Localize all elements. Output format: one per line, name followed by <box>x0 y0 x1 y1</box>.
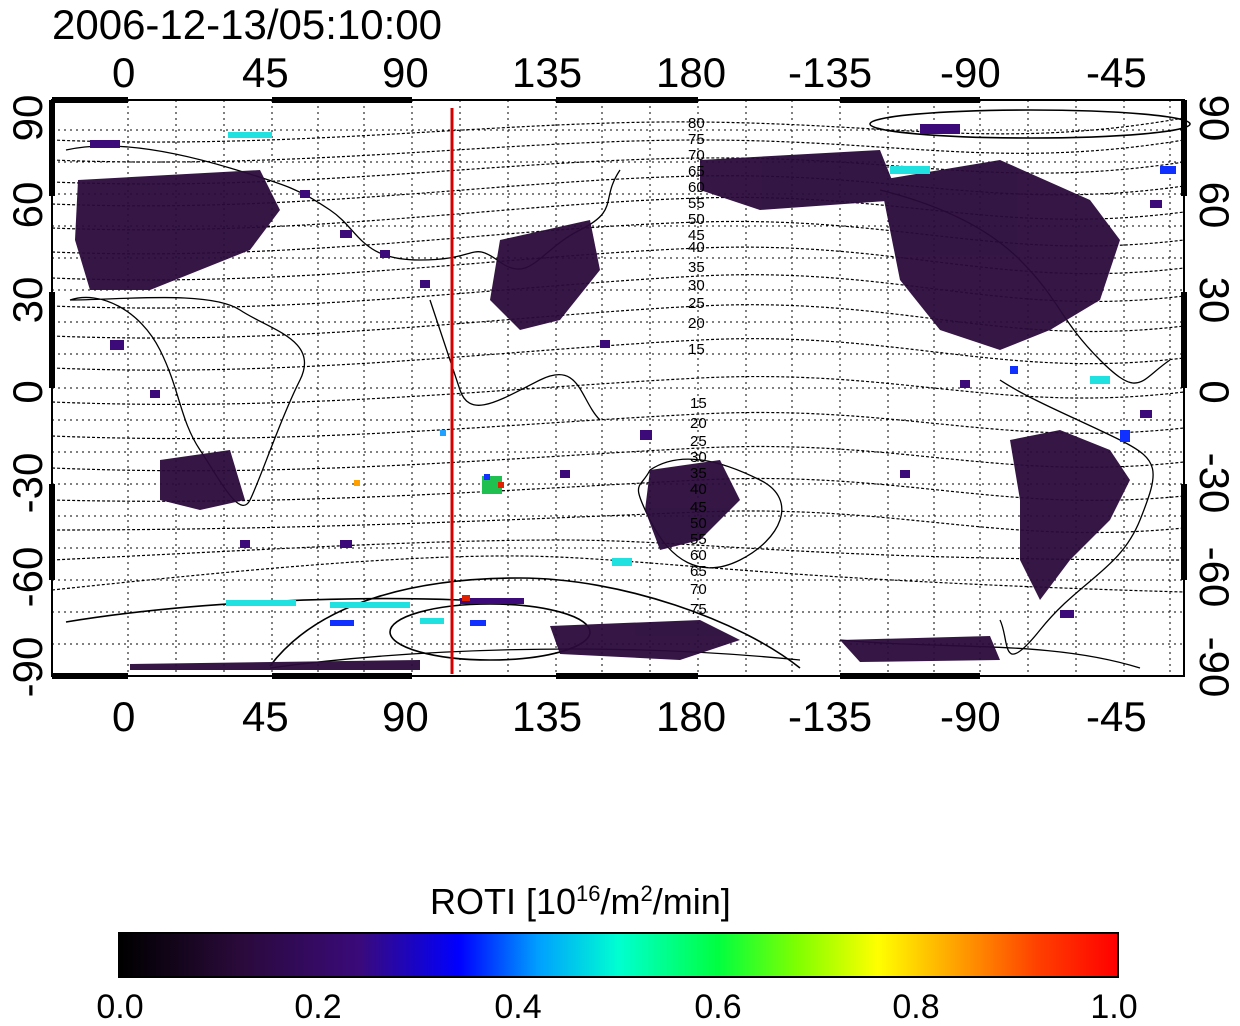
contour-label: 75 <box>688 131 705 148</box>
contour-label: 50 <box>688 211 705 228</box>
plot-title: 2006-12-13/05:10:00 <box>52 1 442 48</box>
bottom-lon-tick: 135 <box>512 693 583 740</box>
roti-world-map: 80 75 70 65 60 55 50 45 40 35 30 25 20 1… <box>49 97 1191 679</box>
contour-label: 60 <box>690 547 707 564</box>
contour-label: 60 <box>688 179 705 196</box>
contour-label: 35 <box>688 259 705 276</box>
top-lon-tick: -45 <box>1086 49 1147 96</box>
bottom-lon-tick: 45 <box>242 693 289 740</box>
colorbar-title: ROTI [1016/m2/min] <box>430 881 731 922</box>
bottom-lon-tick: -135 <box>788 693 873 740</box>
contour-label: 15 <box>690 395 707 412</box>
top-lon-tick: 135 <box>512 49 583 96</box>
bottom-lon-tick: 0 <box>112 693 136 740</box>
frame-axis-bars <box>49 97 1187 679</box>
contour-label: 70 <box>690 581 707 598</box>
roti-patches-high <box>226 132 1176 626</box>
bottom-lon-tick: -45 <box>1086 693 1147 740</box>
contour-label: 80 <box>688 115 705 132</box>
colorbar-tick: 0.8 <box>892 988 940 1026</box>
contour-label: 40 <box>688 239 705 256</box>
contour-label: 65 <box>688 163 705 180</box>
contour-label: 40 <box>690 481 707 498</box>
contour-label: 70 <box>688 147 705 164</box>
top-lon-tick: 45 <box>242 49 289 96</box>
contour-label: 45 <box>688 227 705 244</box>
colorbar-tick: 1.0 <box>1090 988 1138 1026</box>
magnetic-contours <box>51 117 1185 593</box>
bottom-lon-tick: -90 <box>940 693 1001 740</box>
contour-label: 20 <box>688 315 705 332</box>
contour-label: 55 <box>690 531 707 548</box>
colorbar-tick: 0.0 <box>96 988 144 1026</box>
contour-label: 30 <box>690 449 707 466</box>
top-lon-tick: 180 <box>656 49 727 96</box>
contour-label: 45 <box>690 499 707 516</box>
colorbar-tick: 0.4 <box>494 988 542 1026</box>
contour-label: 55 <box>688 195 705 212</box>
bottom-lon-tick: 90 <box>382 693 429 740</box>
contour-label: 25 <box>690 433 707 450</box>
top-lon-tick: 0 <box>112 49 136 96</box>
bottom-lon-tick: 180 <box>656 693 727 740</box>
contour-label: 75 <box>690 601 707 618</box>
contour-label: 20 <box>690 415 707 432</box>
contour-label: 65 <box>690 563 707 580</box>
roti-patches-low <box>75 150 1130 670</box>
colorbar-tick: 0.2 <box>294 988 342 1026</box>
contour-label: 30 <box>688 277 705 294</box>
contour-label: 35 <box>690 465 707 482</box>
top-lon-tick: -90 <box>940 49 1001 96</box>
roti-patches-speckle <box>90 124 1162 618</box>
top-lon-tick: 90 <box>382 49 429 96</box>
contour-label: 15 <box>688 341 705 358</box>
contour-label: 25 <box>688 295 705 312</box>
roti-colorbar <box>118 932 1119 978</box>
contour-labels: 80 75 70 65 60 55 50 45 40 35 30 25 20 1… <box>688 115 707 618</box>
contour-label: 50 <box>690 515 707 532</box>
top-lon-tick: -135 <box>788 49 873 96</box>
colorbar-tick: 0.6 <box>694 988 742 1026</box>
